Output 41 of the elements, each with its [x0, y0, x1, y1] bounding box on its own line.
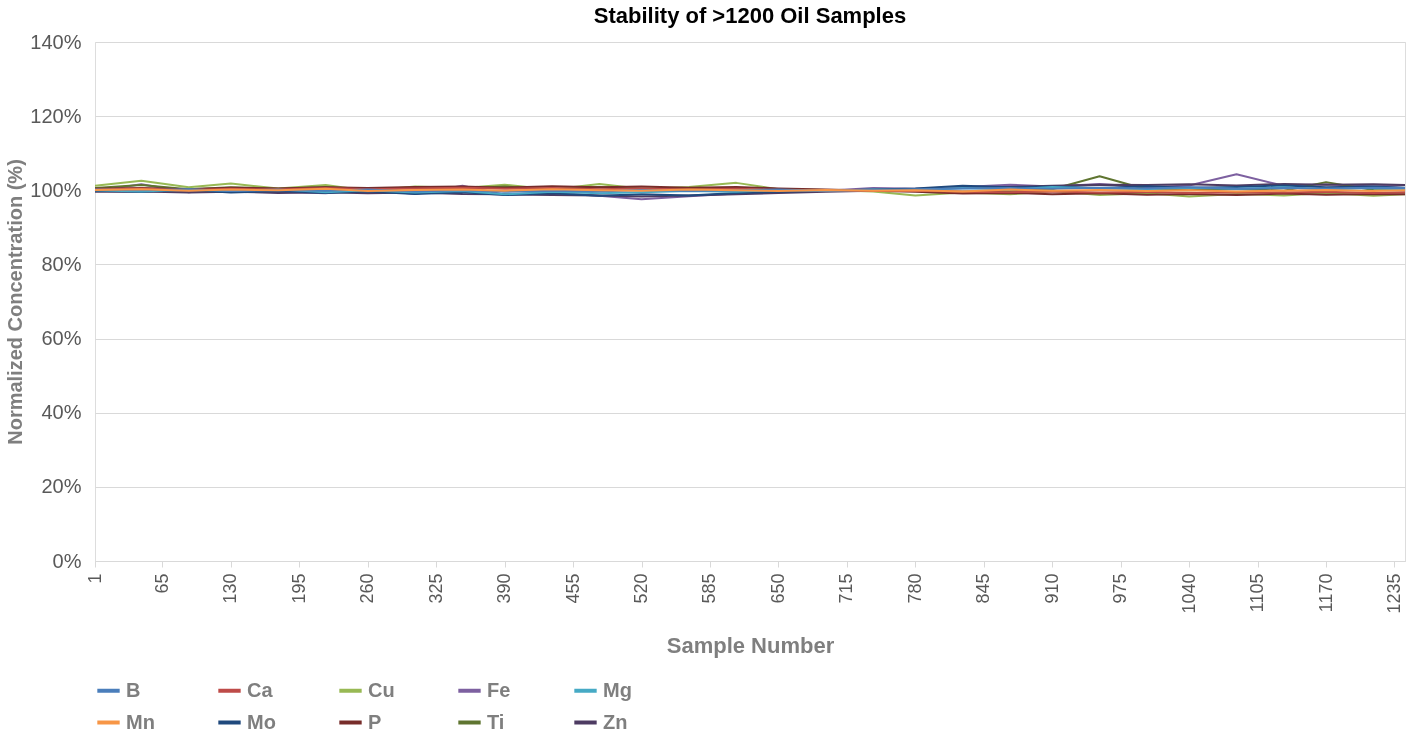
legend-label: Ti — [487, 710, 505, 733]
y-tick-label: 100% — [30, 178, 82, 201]
x-tick-label: 195 — [288, 573, 309, 604]
x-axis-title: Sample Number — [666, 632, 835, 658]
legend-label: B — [126, 678, 141, 701]
x-tick-label: 65 — [151, 573, 172, 594]
x-tick-label: 1170 — [1315, 573, 1336, 613]
x-tick-label: 910 — [1041, 573, 1062, 604]
x-tick-label: 1 — [84, 573, 105, 584]
chart-title: Stability of >1200 Oil Samples — [593, 3, 907, 28]
legend-label: Mn — [126, 710, 155, 733]
y-tick-label: 0% — [52, 549, 82, 572]
y-tick-label: 140% — [30, 30, 82, 53]
legend-label: Cu — [368, 678, 395, 701]
y-axis-title: Normalized Concentration (%) — [4, 159, 27, 445]
x-tick-label: 260 — [357, 573, 378, 604]
x-tick-label: 1040 — [1178, 573, 1199, 614]
y-tick-label: 80% — [41, 252, 82, 275]
x-tick-label: 585 — [699, 573, 720, 604]
x-tick-label: 520 — [631, 573, 652, 604]
x-tick-label: 1235 — [1383, 573, 1404, 614]
legend-label: Mg — [603, 678, 632, 701]
x-tick-label: 1105 — [1247, 573, 1268, 613]
x-tick-label: 650 — [767, 573, 788, 604]
legend-label: Fe — [487, 678, 511, 701]
x-tick-label: 130 — [220, 573, 241, 604]
x-tick-label: 390 — [494, 573, 515, 604]
x-tick-label: 780 — [904, 573, 925, 604]
legend-label: Mo — [247, 710, 276, 733]
y-tick-label: 60% — [41, 327, 82, 350]
legend-label: Zn — [603, 710, 628, 733]
legend-label: Ca — [247, 678, 274, 701]
x-tick-label: 975 — [1110, 573, 1131, 604]
y-tick-label: 40% — [41, 401, 82, 424]
y-tick-label: 120% — [30, 104, 82, 127]
x-tick-label: 715 — [836, 573, 857, 604]
legend-label: P — [368, 710, 382, 733]
x-tick-label: 455 — [562, 573, 583, 604]
y-tick-label: 20% — [41, 475, 82, 498]
x-tick-label: 325 — [425, 573, 446, 604]
x-tick-label: 845 — [973, 573, 994, 604]
